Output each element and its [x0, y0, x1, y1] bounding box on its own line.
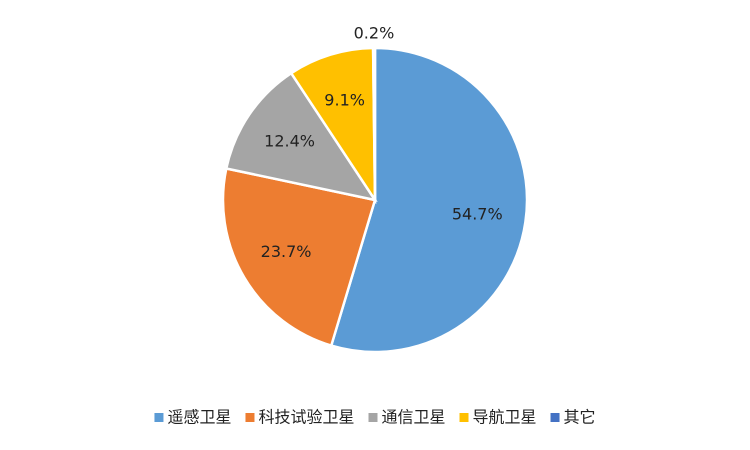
pie-slice — [289, 46, 377, 205]
data-label: 12.4% — [264, 131, 315, 150]
pie-slice — [224, 71, 378, 202]
legend-marker — [368, 413, 378, 422]
pie-slice — [329, 46, 529, 354]
legend-marker — [154, 413, 164, 422]
legend-label: 导航卫星 — [473, 408, 537, 427]
data-label: 9.1% — [324, 91, 365, 110]
legend-marker — [550, 413, 560, 422]
data-label: 23.7% — [261, 242, 312, 261]
legend-marker — [459, 413, 469, 422]
legend-label: 科技试验卫星 — [258, 408, 354, 427]
legend-label: 通信卫星 — [381, 408, 445, 427]
legend-label: 遥感卫星 — [167, 408, 231, 427]
legend-marker — [245, 413, 255, 422]
pie-slice — [371, 46, 377, 201]
legend-label: 其它 — [564, 408, 596, 427]
data-label: 54.7% — [452, 205, 503, 224]
legend: 遥感卫星 科技试验卫星 通信卫星 导航卫星 其它 — [154, 408, 596, 427]
pie-slice — [221, 167, 377, 348]
data-label: 0.2% — [354, 24, 395, 43]
